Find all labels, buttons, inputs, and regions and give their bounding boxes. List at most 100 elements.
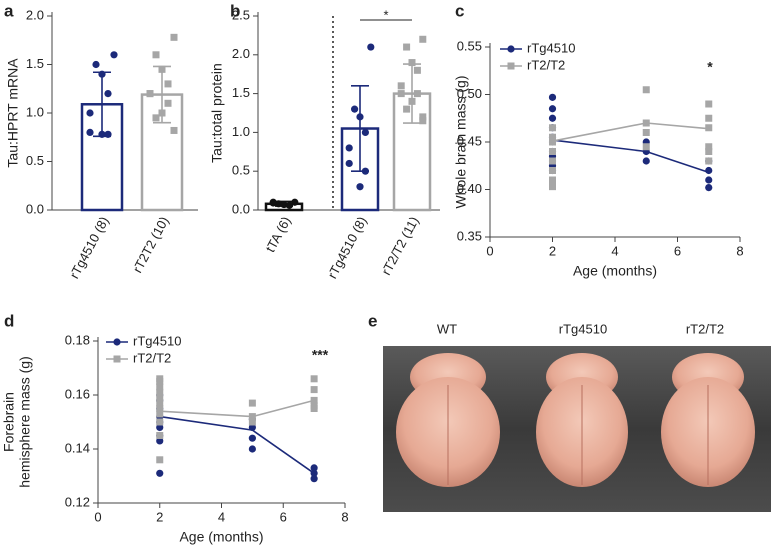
point [104, 90, 112, 98]
y-tick-label: 0.16 [65, 386, 90, 401]
chart-panel: a 0.0 0.5 1.0 1.5 2.0 Tau:HPRT mRNA rTg4510 (8)… [4, 1, 198, 281]
point [156, 399, 164, 407]
point [98, 70, 106, 78]
point [705, 148, 713, 155]
caption: rTg4510 [559, 321, 607, 336]
y-tick-label: 0.12 [65, 494, 90, 509]
point [642, 129, 650, 136]
point [170, 126, 178, 134]
point [548, 93, 557, 101]
point [549, 138, 556, 146]
y-tick-label: 0.55 [457, 38, 482, 53]
panel-label: b [230, 1, 240, 20]
line [159, 399, 315, 418]
point [705, 143, 713, 151]
point [104, 130, 112, 138]
point [549, 124, 556, 132]
point [705, 184, 713, 192]
point [152, 51, 160, 59]
point [285, 201, 293, 209]
point [397, 90, 405, 98]
y-tick-label: 0.35 [457, 228, 482, 243]
y-tick-label: 1.0 [26, 104, 44, 119]
point [310, 475, 318, 483]
point [164, 99, 172, 107]
point [291, 198, 299, 206]
brain [661, 353, 755, 487]
legend-label: rT2/T2 [133, 350, 171, 365]
annotation: * [383, 7, 388, 22]
point [110, 51, 118, 59]
point [408, 97, 416, 105]
y-axis-label: Tau:HPRT mRNA [5, 58, 21, 168]
brain [536, 353, 628, 487]
y-axis-label: Tau:total protein [209, 63, 225, 163]
point [549, 148, 556, 155]
y-tick-label: 1.5 [26, 56, 44, 71]
x-axis-label: Age (months) [179, 529, 263, 545]
point [156, 378, 164, 385]
point [361, 167, 369, 175]
point [92, 60, 100, 69]
y-tick-label: 0.40 [457, 181, 482, 196]
y-tick-label: 0.5 [26, 153, 44, 168]
point [549, 157, 556, 165]
point [170, 33, 178, 41]
point [705, 100, 713, 108]
y-axis-label: Whole brain mass (g) [453, 75, 469, 208]
legend-label: rT2/T2 [527, 57, 565, 72]
point [248, 399, 256, 407]
y-tick-label: 0.0 [232, 201, 250, 216]
x-tick-label: 0 [94, 509, 101, 524]
point [310, 386, 318, 394]
point [705, 157, 713, 165]
point [413, 90, 421, 98]
point [705, 166, 713, 175]
y-tick-label: 0.50 [457, 86, 482, 101]
point [549, 183, 556, 191]
x-tick-label: rT2/T2 (11) [378, 214, 421, 278]
point [356, 113, 364, 121]
point [419, 113, 427, 121]
legend-marker [507, 62, 515, 70]
point [156, 437, 164, 445]
legend-marker [507, 45, 515, 53]
point [164, 80, 172, 88]
annotation: *** [312, 347, 329, 363]
point [156, 423, 164, 431]
x-tick-label: 6 [280, 509, 287, 524]
y-tick-label: 2.0 [232, 46, 250, 61]
chart-panel: b 0.0 0.5 1.0 1.5 2.0 2.5 Tau:total protein tTA … [209, 1, 440, 281]
point [156, 432, 164, 439]
point [705, 124, 713, 132]
point [248, 434, 256, 442]
legend-label: rTg4510 [527, 40, 575, 55]
point [310, 375, 318, 383]
point [705, 176, 713, 184]
chart-panel: d 0.12 0.14 0.16 0.18 0 2 4 6 8 Age (months) Forebr… [1, 311, 349, 544]
panel-label: d [4, 311, 14, 330]
y-tick-label: 0.45 [457, 133, 482, 148]
legend-label: rTg4510 [133, 333, 181, 348]
point [413, 66, 421, 74]
point [642, 157, 650, 165]
x-tick-label: 6 [674, 243, 681, 258]
brain [396, 353, 500, 487]
point [156, 394, 164, 402]
x-tick-label: 2 [156, 509, 163, 524]
x-tick-label: rTg4510 (8) [325, 214, 370, 281]
photo-panel: e WT rTg4510 rT2/T2 [368, 311, 771, 512]
point [86, 109, 94, 117]
point [549, 133, 556, 141]
x-axis-label: Age (months) [573, 263, 657, 279]
x-tick-label: 4 [611, 243, 618, 258]
point [280, 200, 288, 209]
line [552, 139, 710, 174]
x-tick-label: 0 [486, 243, 493, 258]
point [419, 35, 427, 43]
point [351, 105, 359, 113]
point [156, 456, 164, 464]
x-tick-label: 8 [736, 243, 743, 258]
panel-label: e [368, 311, 377, 330]
